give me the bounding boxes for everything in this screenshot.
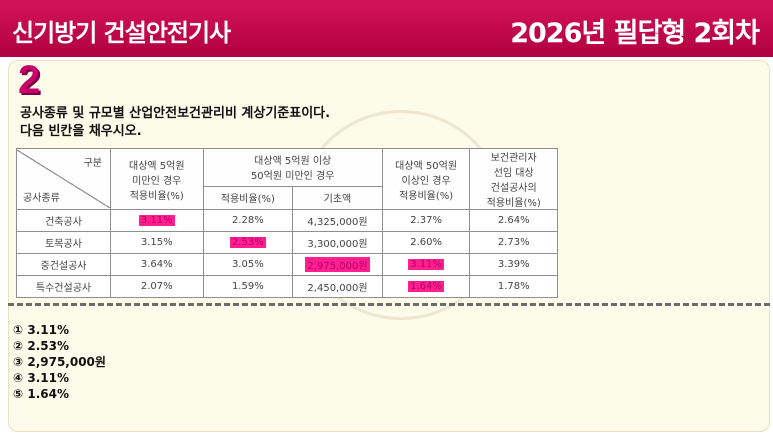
answer-item: ② 2.53% <box>13 339 69 353</box>
table-row: 토목공사 3.15% 2.53% 3,300,000원 2.60% 2.73% <box>16 231 558 254</box>
rate-table: 구분 공사종류 대상액 5억원 미만인 경우 적용비율(%) 대상액 5억원 이… <box>16 148 558 298</box>
highlighted-value: 2.53% <box>229 237 266 248</box>
header-5-to-50-line2: 50억원 미만인 경우 <box>250 171 335 183</box>
corner-label-category: 구분 <box>83 158 102 169</box>
header-under-5-line2: 미만인 경우 <box>132 175 182 187</box>
answer-list: ① 3.11% ② 2.53% ③ 2,975,000원 ④ 3.11% ⑤ 1… <box>13 322 106 402</box>
header-under-5-line1: 대상액 5억원 <box>129 160 185 172</box>
table-cell: 3,300,000원 <box>292 231 383 254</box>
blank-cell-4: 3.11% <box>381 253 471 276</box>
header-over-50-line3: 적용비율(%) <box>399 190 454 202</box>
header-health-manager: 보건관리자 선임 대상 건설공사의 적용비율(%) <box>469 148 558 210</box>
table-cell: 2.28% <box>202 209 294 232</box>
header-5-to-50: 대상액 5억원 이상 50억원 미만인 경우 <box>202 148 383 187</box>
header-under-5: 대상액 5억원 미만인 경우 적용비율(%) <box>110 148 204 210</box>
table-cell: 3.39% <box>469 253 558 276</box>
table-row: 특수건설공사 2.07% 1.59% 2,450,000원 1.64% 1.78… <box>16 275 558 298</box>
table-cell: 2.73% <box>469 231 558 254</box>
highlighted-value: 3.11% <box>138 215 175 226</box>
table-cell: 1.59% <box>202 275 294 298</box>
table-cell: 3.15% <box>110 231 204 254</box>
table-row: 건축공사 3.11% 2.28% 4,325,000원 2.37% 2.64% <box>16 209 558 232</box>
header-5-to-50-base: 기초액 <box>292 185 383 211</box>
corner-label-type: 공사종류 <box>23 193 60 204</box>
header-5-to-50-line1: 대상액 5억원 이상 <box>254 156 332 168</box>
header-health-line3: 건설공사의 <box>490 183 537 194</box>
header-over-50-line2: 이상인 경우 <box>401 175 451 187</box>
dashed-divider <box>8 303 770 306</box>
answer-item: ⑤ 1.64% <box>13 387 69 401</box>
question-text: 공사종류 및 규모별 산업안전보건관리비 계상기준표이다. 다음 빈칸을 채우시… <box>20 105 330 141</box>
table-cell: 3.64% <box>110 253 204 276</box>
header-health-line1: 보건관리자 <box>490 153 537 164</box>
table-cell: 1.78% <box>469 275 558 298</box>
row-name: 특수건설공사 <box>16 275 111 298</box>
question-line-1: 공사종류 및 규모별 산업안전보건관리비 계상기준표이다. <box>20 106 331 121</box>
table-cell: 2,450,000원 <box>292 275 383 298</box>
table-cell: 2.07% <box>110 275 204 298</box>
title-banner: 신기방기 건설안전기사 2026년 필답형 2회차 <box>0 0 773 57</box>
table-cell: 2.60% <box>381 231 471 254</box>
header-over-50-line1: 대상액 50억원 <box>395 160 458 172</box>
blank-cell-3: 2,975,000원 <box>292 253 383 276</box>
header-health-line4: 적용비율(%) <box>486 198 541 209</box>
blank-cell-5: 1.64% <box>381 275 471 298</box>
question-line-2: 다음 빈칸을 채우시오. <box>20 124 142 139</box>
corner-header: 구분 공사종류 <box>16 148 111 210</box>
course-title: 신기방기 건설안전기사 <box>12 19 231 47</box>
blank-cell-1: 3.11% <box>110 209 204 232</box>
exam-title: 2026년 필답형 2회차 <box>510 18 760 49</box>
answer-item: ① 3.11% <box>13 323 69 337</box>
header-5-to-50-rate: 적용비율(%) <box>202 185 294 211</box>
highlighted-value: 1.64% <box>408 281 444 292</box>
row-name: 중건설공사 <box>16 253 111 276</box>
table-row: 중건설공사 3.64% 3.05% 2,975,000원 3.11% 3.39% <box>16 253 558 276</box>
table-cell: 2.64% <box>469 209 558 232</box>
answer-item: ③ 2,975,000원 <box>13 355 106 369</box>
highlighted-value: 3.11% <box>408 259 444 270</box>
answer-item: ④ 3.11% <box>13 371 69 385</box>
table-cell: 2.37% <box>381 209 471 232</box>
blank-cell-2: 2.53% <box>202 231 294 254</box>
header-over-50: 대상액 50억원 이상인 경우 적용비율(%) <box>381 148 471 210</box>
row-name: 건축공사 <box>16 209 111 232</box>
header-health-line2: 선임 대상 <box>493 168 534 179</box>
table-cell: 4,325,000원 <box>292 209 383 232</box>
question-number: 2 <box>18 58 41 102</box>
row-name: 토목공사 <box>16 231 111 254</box>
highlighted-value: 2,975,000원 <box>305 257 370 272</box>
table-cell: 3.05% <box>202 253 294 276</box>
header-under-5-line3: 적용비율(%) <box>129 190 184 202</box>
